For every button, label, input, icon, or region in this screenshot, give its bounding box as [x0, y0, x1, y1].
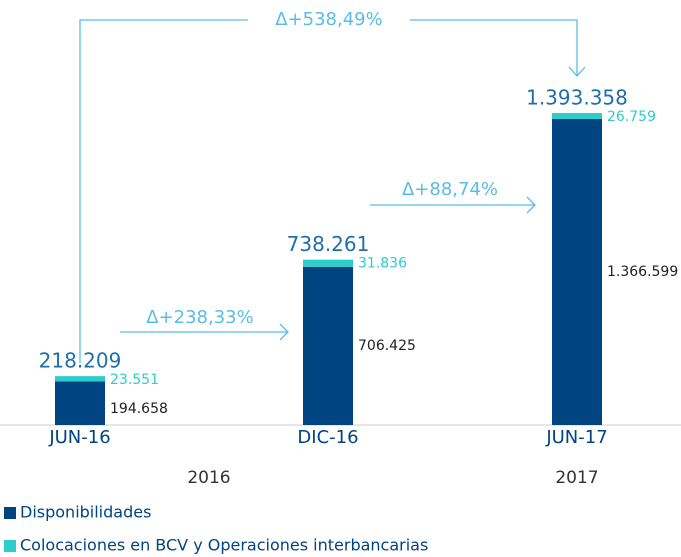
value-label: 1.366.599: [607, 264, 678, 280]
bar-segment: [303, 266, 353, 425]
x-tick-label: DIC-16: [297, 427, 358, 448]
arrow-total: [79, 19, 586, 363]
x-tick-label: JUN-16: [48, 427, 110, 448]
delta: Δ+88,74%: [402, 179, 498, 200]
x-tick-label: JUN-17: [545, 427, 607, 448]
value-label: 31.836: [358, 256, 407, 272]
value-label: 706.425: [358, 338, 416, 354]
total-label: 218.209: [39, 349, 122, 373]
value-label: 194.658: [110, 401, 168, 417]
bar-segment: [55, 376, 105, 382]
legend-label: Colocaciones en BCV y Operaciones interb…: [20, 536, 428, 555]
delta: Δ+238,33%: [146, 307, 253, 328]
arrow-2: [370, 196, 536, 214]
delta: Δ+538,49%: [275, 9, 382, 30]
legend-label: Disponibilidades: [20, 503, 151, 522]
legend-swatch: [4, 507, 16, 519]
group-label: 2016: [187, 468, 230, 488]
group-label: 2017: [555, 468, 598, 488]
bar-segment: [552, 118, 602, 426]
bar-segment: [303, 259, 353, 267]
legend-swatch: [4, 540, 16, 552]
total-label: 1.393.358: [526, 86, 628, 110]
bar-segment: [55, 381, 105, 425]
bar-segment: [552, 113, 602, 119]
value-label: 26.759: [607, 109, 656, 125]
total-label: 738.261: [287, 232, 370, 256]
arrow-1: [120, 323, 289, 341]
value-label: 23.551: [110, 372, 159, 388]
